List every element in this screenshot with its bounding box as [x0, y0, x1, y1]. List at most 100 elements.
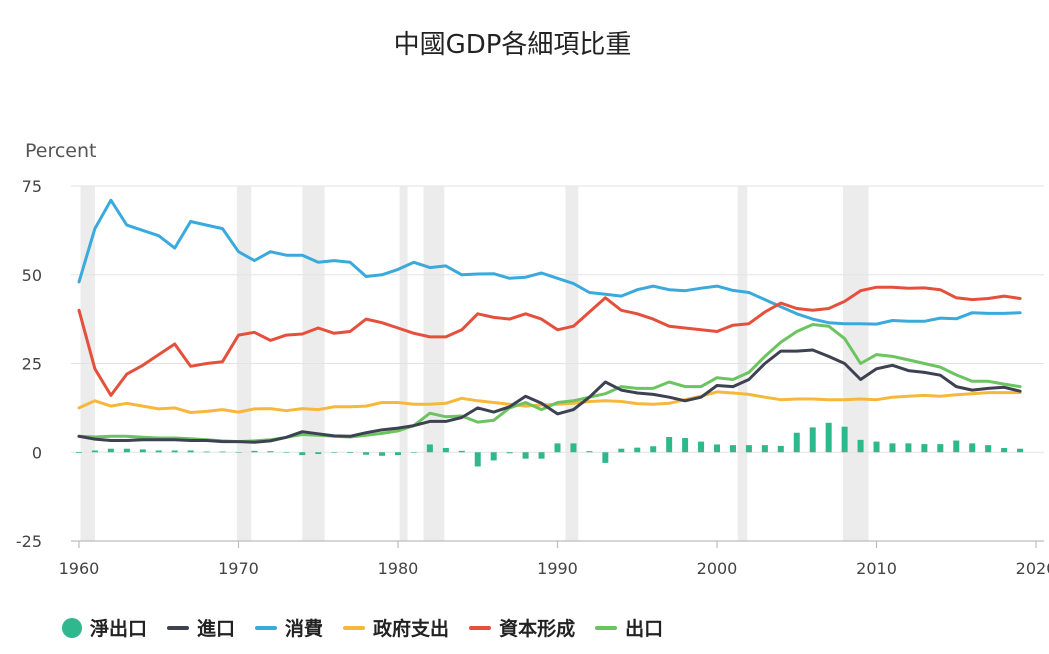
net-export-bar — [841, 426, 848, 453]
net-export-bar — [91, 450, 98, 453]
redaction-smudge — [975, 30, 1045, 90]
x-tick-label: 1970 — [218, 559, 259, 578]
net-export-bar — [187, 450, 194, 453]
x-tick-label: 2020 — [1016, 559, 1049, 578]
net-export-bar — [299, 452, 306, 456]
net-export-bar — [985, 445, 992, 453]
axes: 75 50 25 0 -25 Percent 1960 1970 1980 1990 2000 201… — [16, 140, 1049, 578]
net-export-bar — [426, 444, 433, 453]
legend-item[interactable]: 政府支出 — [343, 614, 449, 641]
series-lines — [77, 198, 1022, 444]
net-export-bar — [698, 441, 705, 453]
x-tick-label: 2010 — [856, 559, 897, 578]
net-export-bar — [458, 450, 465, 453]
net-export-bar — [1001, 447, 1008, 453]
net-export-bar — [873, 441, 880, 453]
y-tick-label: 25 — [22, 355, 42, 374]
net-export-bar — [602, 452, 609, 463]
net-export-bar — [331, 452, 338, 453]
legend-item[interactable]: 消費 — [255, 614, 323, 641]
series-line-進口 — [77, 348, 1022, 444]
net-export-bar — [379, 452, 386, 456]
net-export-bar — [171, 450, 178, 453]
legend-line-icon — [469, 625, 492, 630]
net-export-bar — [410, 452, 417, 453]
y-tick-label: 50 — [22, 266, 42, 285]
net-export-bar — [283, 452, 290, 453]
net-export-bar — [793, 432, 800, 453]
legend: 淨出口 進口 消費 政府支出 資本形成 出口 — [62, 614, 683, 641]
net-export-bar — [363, 452, 370, 455]
chart-title: 中國GDP各細項比重 — [393, 30, 632, 60]
legend-label: 出口 — [625, 618, 664, 640]
legend-label: 消費 — [285, 618, 324, 640]
net-export-bar — [522, 452, 529, 459]
net-export-bar — [650, 446, 657, 453]
net-export-bar — [953, 440, 960, 453]
legend-dot-icon — [62, 617, 82, 638]
net-export-bar — [219, 451, 226, 453]
net-export-bar — [714, 444, 721, 453]
x-tick-label: 1990 — [537, 559, 578, 578]
net-export-bar — [921, 444, 928, 453]
net-export-bar — [634, 447, 641, 453]
net-export-bar — [554, 443, 561, 453]
legend-item[interactable]: 出口 — [595, 614, 663, 641]
y-axis-label: Percent — [25, 140, 97, 162]
net-export-bar — [107, 448, 114, 453]
net-export-bar — [618, 448, 625, 453]
net-export-bar — [857, 439, 864, 453]
net-export-bar — [761, 445, 768, 453]
y-tick-label: 0 — [32, 443, 42, 462]
net-export-bar — [538, 452, 545, 459]
series-line-資本形成 — [77, 285, 1022, 397]
net-export-bar — [251, 450, 258, 453]
net-export-bar — [666, 436, 673, 453]
net-export-bar — [474, 452, 481, 467]
x-tick-label: 2000 — [697, 559, 738, 578]
net-export-bar — [889, 443, 896, 453]
x-tick-label: 1980 — [378, 559, 419, 578]
net-export-bar — [905, 443, 912, 453]
net-export-bars — [75, 422, 1024, 467]
net-export-bar — [825, 422, 832, 453]
net-export-bar — [1017, 448, 1024, 453]
legend-line-icon — [255, 625, 278, 630]
net-export-bar — [777, 445, 784, 453]
net-export-bar — [745, 445, 752, 453]
chart-area: 75 50 25 0 -25 Percent 1960 1970 1980 1990 2000 201… — [16, 140, 1049, 578]
legend-label: 進口 — [197, 618, 236, 640]
net-export-bar — [442, 447, 449, 453]
net-export-bar — [570, 443, 577, 453]
net-export-bar — [315, 452, 322, 455]
net-export-bar — [490, 452, 497, 461]
net-export-bar — [75, 452, 82, 453]
series-line-出口 — [77, 323, 1022, 444]
legend-label: 政府支出 — [373, 618, 450, 640]
net-export-bar — [235, 452, 242, 453]
net-export-bar — [394, 452, 401, 456]
net-export-bar — [123, 448, 130, 453]
legend-line-icon — [595, 625, 618, 630]
net-export-bar — [682, 438, 689, 453]
net-export-bar — [506, 452, 513, 454]
legend-label: 淨出口 — [90, 618, 148, 640]
net-export-bar — [729, 445, 736, 453]
net-export-bar — [969, 443, 976, 453]
legend-label: 資本形成 — [499, 618, 576, 640]
net-export-bar — [155, 450, 162, 453]
net-export-bar — [809, 427, 816, 453]
y-tick-label: -25 — [16, 532, 42, 551]
net-export-bar — [203, 451, 210, 453]
legend-line-icon — [343, 625, 366, 630]
net-export-bar — [139, 449, 146, 453]
x-tick-label: 1960 — [59, 559, 100, 578]
net-export-bar — [347, 452, 354, 453]
legend-item[interactable]: 資本形成 — [469, 614, 575, 641]
legend-item[interactable]: 進口 — [167, 614, 235, 641]
net-export-bar — [586, 451, 593, 453]
legend-item[interactable]: 淨出口 — [62, 614, 147, 641]
y-tick-label: 75 — [22, 177, 42, 196]
series-line-消費 — [77, 198, 1022, 326]
net-export-bar — [937, 444, 944, 453]
